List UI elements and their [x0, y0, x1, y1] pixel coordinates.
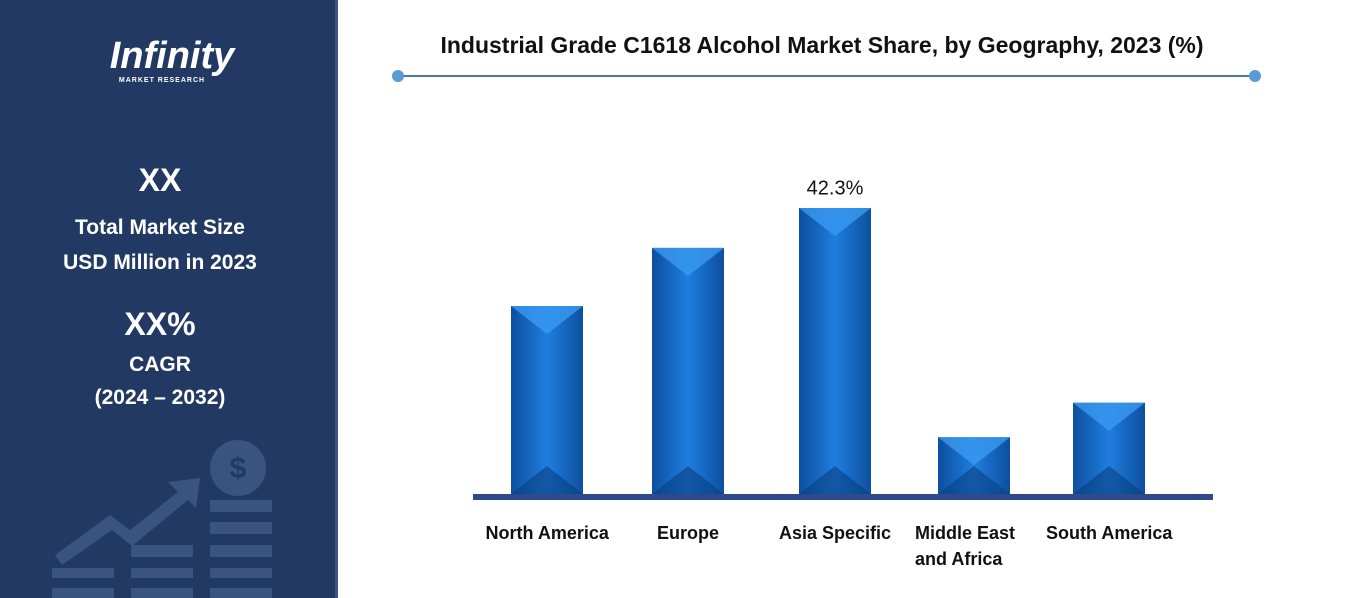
bar-shine — [938, 437, 1010, 466]
market-size-label: USD Million in 2023 — [63, 251, 257, 274]
bar-shine — [1073, 402, 1145, 431]
bar-shine — [652, 466, 724, 494]
value-label: 42.3% — [807, 177, 864, 199]
market-size: XX — [138, 162, 182, 198]
cagr: XX% — [124, 306, 196, 342]
bar-shine — [652, 247, 724, 276]
x-tick-label: South America — [1046, 523, 1173, 543]
sidebar-art: Infinity MARKET RESEARCH $ — [52, 35, 272, 598]
cagr-label: CAGR — [129, 353, 191, 376]
chart-title: Industrial Grade C1618 Alcohol Market Sh… — [440, 32, 1203, 58]
x-tick-label: Europe — [657, 523, 720, 543]
rule-dot — [392, 70, 404, 82]
bar-shine — [799, 208, 871, 236]
bar-shine — [511, 306, 583, 335]
bar-shine — [799, 466, 871, 494]
x-tick-label: Middle East and Africa — [915, 523, 1016, 569]
x-tick-label: Asia Specific — [779, 523, 892, 543]
cagr-period: (2024 – 2032) — [94, 386, 226, 409]
bar — [799, 208, 871, 494]
baseline — [473, 494, 1213, 500]
market-size-label: Total Market Size — [75, 216, 245, 239]
bar — [652, 247, 724, 494]
rule-dot — [1249, 70, 1261, 82]
sidebar: Infinity MARKET RESEARCH $ XX Total Mark… — [0, 0, 338, 598]
dollar-icon: $ — [230, 452, 247, 485]
bar-shine — [511, 466, 583, 494]
bar — [511, 306, 583, 494]
brand-sub: MARKET RESEARCH — [119, 77, 205, 84]
brand: Infinity — [110, 35, 236, 77]
x-tick-label: North America — [485, 523, 609, 543]
icon — [52, 440, 272, 598]
bar-shine — [1073, 466, 1145, 494]
bar-shine — [938, 466, 1010, 494]
